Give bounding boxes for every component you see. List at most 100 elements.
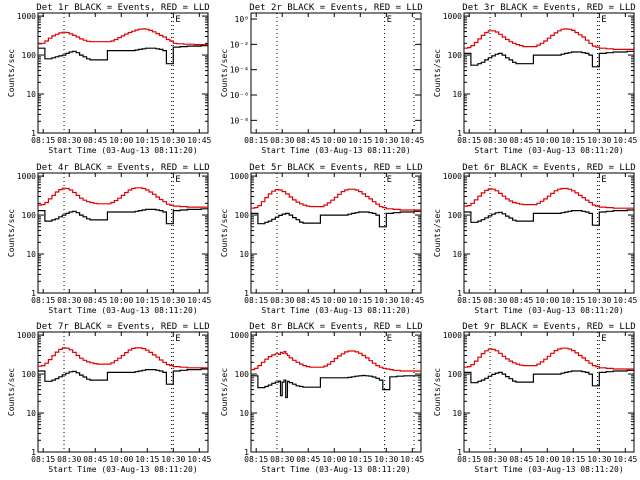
y-tick-label: 10 bbox=[26, 250, 36, 259]
marker-label: E bbox=[601, 175, 606, 185]
x-tick-label: 08:15 bbox=[31, 296, 55, 305]
y-tick-label: 100 bbox=[22, 211, 37, 220]
y-tick-label: 10⁻² bbox=[230, 40, 249, 49]
x-axis-label: Start Time (03-Aug-13 08:11:20) bbox=[48, 306, 197, 315]
x-tick-label: 08:30 bbox=[57, 136, 81, 145]
y-axis-label: Counts/sec bbox=[7, 49, 16, 97]
x-tick-label: 08:30 bbox=[270, 136, 294, 145]
x-tick-label: 08:45 bbox=[296, 455, 320, 464]
y-tick-label: 100 bbox=[448, 51, 463, 60]
y-axis-label: Counts/sec bbox=[7, 368, 16, 416]
lld-series-line bbox=[464, 28, 634, 50]
x-tick-label: 10:15 bbox=[348, 296, 372, 305]
x-axis-label: Start Time (03-Aug-13 08:11:20) bbox=[261, 146, 410, 155]
y-tick-label: 1000 bbox=[17, 331, 36, 340]
detector-panel-4: Det 4r BLACK = Events, RED = LLD E 08:15 08… bbox=[7, 163, 212, 315]
marker-label: E bbox=[175, 15, 180, 25]
y-tick-label: 1 bbox=[244, 448, 249, 457]
x-tick-label: 10:00 bbox=[322, 296, 346, 305]
x-axis-label: Start Time (03-Aug-13 08:11:20) bbox=[261, 306, 410, 315]
x-tick-label: 10:15 bbox=[135, 136, 159, 145]
panel-title: Det 5r BLACK = Events, RED = LLD bbox=[249, 163, 422, 173]
x-tick-label: 10:15 bbox=[135, 455, 159, 464]
x-tick-label: 10:15 bbox=[561, 296, 585, 305]
x-tick-label: 10:30 bbox=[161, 296, 185, 305]
x-tick-label: 10:30 bbox=[374, 136, 398, 145]
y-tick-label: 1 bbox=[31, 448, 36, 457]
panel-title: Det 7r BLACK = Events, RED = LLD bbox=[36, 322, 209, 332]
plot-frame bbox=[250, 331, 422, 453]
plot-frame bbox=[250, 172, 422, 294]
x-axis-label: Start Time (03-Aug-13 08:11:20) bbox=[474, 146, 623, 155]
x-tick-label: 10:45 bbox=[187, 136, 211, 145]
x-tick-label: 10:45 bbox=[400, 136, 424, 145]
y-axis-label: Counts/sec bbox=[220, 209, 229, 257]
x-axis-label: Start Time (03-Aug-13 08:11:20) bbox=[48, 146, 197, 155]
y-tick-label: 10 bbox=[26, 409, 36, 418]
x-tick-label: 10:15 bbox=[348, 136, 372, 145]
y-tick-label: 10 bbox=[239, 409, 249, 418]
x-tick-label: 08:30 bbox=[57, 455, 81, 464]
plot-frame bbox=[463, 12, 635, 134]
y-tick-label: 100 bbox=[448, 370, 463, 379]
x-tick-label: 08:30 bbox=[57, 296, 81, 305]
y-axis-label: Counts/sec bbox=[433, 209, 442, 257]
x-tick-label: 10:15 bbox=[561, 455, 585, 464]
panel-title: Det 2r BLACK = Events, RED = LLD bbox=[249, 3, 422, 13]
lld-series-line bbox=[464, 187, 634, 209]
plot-frame bbox=[37, 12, 209, 134]
marker-label: E bbox=[175, 175, 180, 185]
lld-series-line bbox=[251, 350, 421, 372]
x-tick-label: 10:30 bbox=[374, 455, 398, 464]
marker-label: E bbox=[175, 334, 180, 344]
y-tick-label: 1000 bbox=[17, 12, 36, 21]
x-tick-label: 10:15 bbox=[135, 296, 159, 305]
panel-title: Det 1r BLACK = Events, RED = LLD bbox=[36, 3, 209, 13]
lld-series-line bbox=[38, 28, 208, 46]
y-tick-label: 1 bbox=[31, 289, 36, 298]
events-series-line bbox=[464, 209, 634, 226]
events-series-line bbox=[464, 50, 634, 68]
x-tick-label: 10:00 bbox=[535, 136, 559, 145]
x-axis-label: Start Time (03-Aug-13 08:11:20) bbox=[48, 465, 197, 474]
plot-frame bbox=[37, 331, 209, 453]
y-tick-label: 100 bbox=[22, 370, 37, 379]
x-tick-label: 10:00 bbox=[322, 136, 346, 145]
y-tick-label: 10 bbox=[239, 250, 249, 259]
x-tick-label: 08:45 bbox=[509, 296, 533, 305]
x-axis-label: Start Time (03-Aug-13 08:11:20) bbox=[261, 465, 410, 474]
y-tick-label: 10⁻⁶ bbox=[230, 91, 249, 100]
y-tick-label: 1 bbox=[457, 448, 462, 457]
plot-frame bbox=[463, 331, 635, 453]
y-axis-label: Counts/sec bbox=[7, 209, 16, 257]
y-tick-label: 1000 bbox=[230, 172, 249, 181]
x-tick-label: 08:15 bbox=[457, 136, 481, 145]
x-axis-label: Start Time (03-Aug-13 08:11:20) bbox=[474, 306, 623, 315]
y-tick-label: 10⁻⁴ bbox=[230, 66, 249, 75]
x-tick-label: 08:45 bbox=[83, 136, 107, 145]
y-axis-label: Counts/sec bbox=[220, 49, 229, 97]
panel-title: Det 4r BLACK = Events, RED = LLD bbox=[36, 163, 209, 173]
plot-frame bbox=[37, 172, 209, 294]
x-tick-label: 08:45 bbox=[509, 136, 533, 145]
y-tick-label: 10 bbox=[452, 250, 462, 259]
x-tick-label: 08:30 bbox=[483, 296, 507, 305]
panel-title: Det 6r BLACK = Events, RED = LLD bbox=[462, 163, 635, 173]
x-tick-label: 10:45 bbox=[400, 296, 424, 305]
x-axis-label: Start Time (03-Aug-13 08:11:20) bbox=[474, 465, 623, 474]
x-tick-label: 10:00 bbox=[322, 455, 346, 464]
y-tick-label: 10 bbox=[452, 90, 462, 99]
panel-title: Det 8r BLACK = Events, RED = LLD bbox=[249, 322, 422, 332]
x-tick-label: 08:45 bbox=[83, 455, 107, 464]
y-axis-label: Counts/sec bbox=[433, 368, 442, 416]
x-tick-label: 10:30 bbox=[161, 455, 185, 464]
x-tick-label: 10:15 bbox=[348, 455, 372, 464]
events-series-line bbox=[251, 374, 421, 399]
x-tick-label: 10:00 bbox=[109, 455, 133, 464]
events-series-line bbox=[38, 45, 208, 65]
